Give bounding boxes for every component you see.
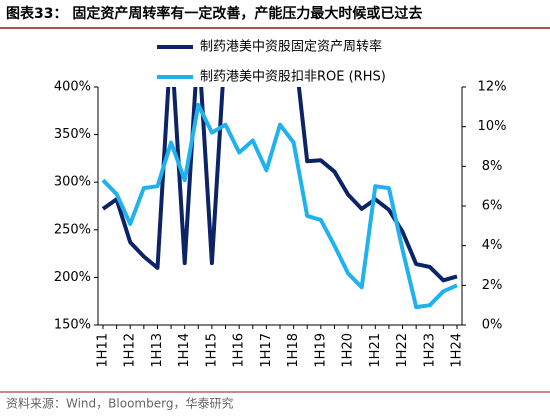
chart-title: 图表33： 固定资产周转率有一定改善，产能压力最大时候或已过去 — [6, 5, 422, 22]
y2-tick-label: 2% — [482, 278, 503, 293]
x-tick-label: 1H17 — [259, 333, 274, 368]
y2-tick-label: 10% — [478, 119, 507, 134]
legend-label: 制药港美中资股扣非ROE (RHS) — [200, 70, 386, 85]
x-tick-label: 1H19 — [313, 333, 328, 368]
x-tick-label: 1H14 — [177, 333, 192, 368]
y-tick-label: 200% — [54, 270, 91, 285]
legend-label: 制药港美中资股固定资产周转率 — [200, 39, 382, 55]
x-tick-label: 1H20 — [341, 333, 356, 368]
series-line — [101, 102, 458, 310]
y2-tick-label: 12% — [478, 80, 507, 95]
y2-tick-label: 0% — [482, 318, 503, 333]
x-tick-label: 1H11 — [96, 333, 111, 368]
y2-tick-label: 8% — [482, 159, 503, 174]
y-tick-label: 350% — [54, 127, 91, 142]
x-tick-label: 1H23 — [422, 333, 437, 368]
x-tick-label: 1H12 — [123, 333, 138, 368]
y-tick-label: 150% — [54, 318, 91, 333]
x-tick-label: 1H13 — [150, 333, 165, 368]
y-tick-label: 300% — [54, 175, 91, 190]
x-tick-label: 1H15 — [204, 333, 219, 368]
y-tick-label: 250% — [54, 222, 91, 237]
y2-tick-label: 6% — [482, 199, 503, 214]
x-tick-label: 1H22 — [395, 333, 410, 368]
x-tick-label: 1H16 — [232, 333, 247, 368]
plot-area — [101, 87, 458, 310]
source-note: 资料来源：Wind，Bloomberg，华泰研究 — [6, 396, 233, 411]
x-tick-label: 1H21 — [368, 333, 383, 368]
y2-tick-label: 4% — [482, 238, 503, 253]
x-tick-label: 1H18 — [286, 333, 301, 368]
y-tick-label: 400% — [54, 80, 91, 95]
x-tick-label: 1H24 — [450, 333, 465, 368]
